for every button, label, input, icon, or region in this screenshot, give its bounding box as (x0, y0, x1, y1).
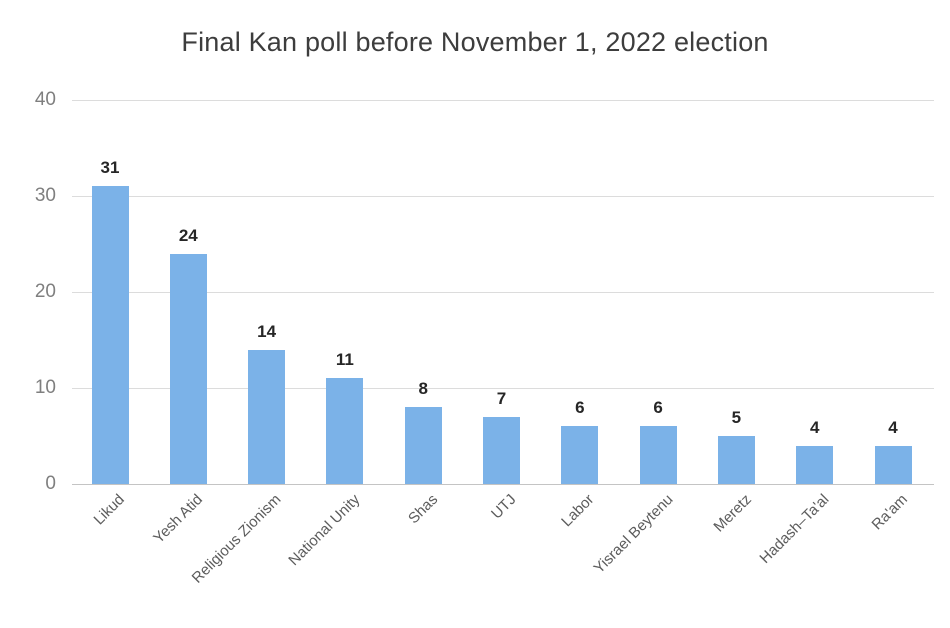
bar-value-label: 6 (575, 398, 585, 418)
y-axis-tick-label: 20 (34, 281, 56, 302)
bar-value-label: 6 (653, 398, 663, 418)
bar[interactable] (248, 349, 286, 484)
y-axis-tick-label: 0 (45, 473, 56, 494)
x-axis-category-label: Meretz (709, 491, 755, 536)
y-axis-tick-label: 30 (34, 185, 56, 206)
x-axis-line (72, 483, 934, 485)
bar[interactable] (639, 426, 677, 484)
bar[interactable] (483, 416, 520, 484)
x-axis-category-label: Ra'am (868, 491, 912, 534)
x-axis-category-label: Labor (558, 491, 598, 531)
x-axis-category-label: Yisrael Beytenu (590, 491, 677, 577)
x-axis-category-label: Shas (405, 491, 442, 528)
bar[interactable] (874, 445, 912, 484)
bar[interactable] (561, 426, 599, 484)
bar[interactable] (91, 186, 129, 484)
gridline (72, 291, 934, 293)
bar[interactable] (717, 436, 755, 484)
bar[interactable] (169, 253, 207, 484)
x-axis-category-label: Hadash–Ta'al (756, 491, 833, 567)
bar-value-label: 8 (418, 379, 428, 399)
y-axis-tick-label: 10 (34, 377, 56, 398)
bar-value-label: 4 (809, 417, 820, 437)
bar-value-label: 5 (731, 408, 742, 427)
y-axis-tick-label: 40 (34, 89, 56, 110)
x-axis-category-label: Yesh Atid (150, 491, 207, 547)
bar[interactable] (796, 445, 834, 484)
bar-value-label: 14 (257, 321, 277, 341)
bar-value-label: 11 (335, 350, 354, 370)
bar-value-label: 24 (178, 225, 198, 245)
bar-value-label: 7 (496, 388, 507, 408)
bar[interactable] (404, 407, 442, 484)
x-axis-category-label: Likud (90, 491, 129, 529)
x-axis-category-label: UTJ (488, 491, 520, 523)
gridline (72, 99, 934, 101)
chart-title: Final Kan poll before November 1, 2022 e… (181, 27, 769, 57)
gridline (72, 195, 934, 197)
bar-value-label: 31 (100, 158, 120, 178)
gridline (72, 387, 934, 389)
bar[interactable] (326, 378, 364, 484)
x-axis-category-label: National Unity (284, 491, 363, 570)
bar-value-label: 4 (888, 417, 898, 437)
